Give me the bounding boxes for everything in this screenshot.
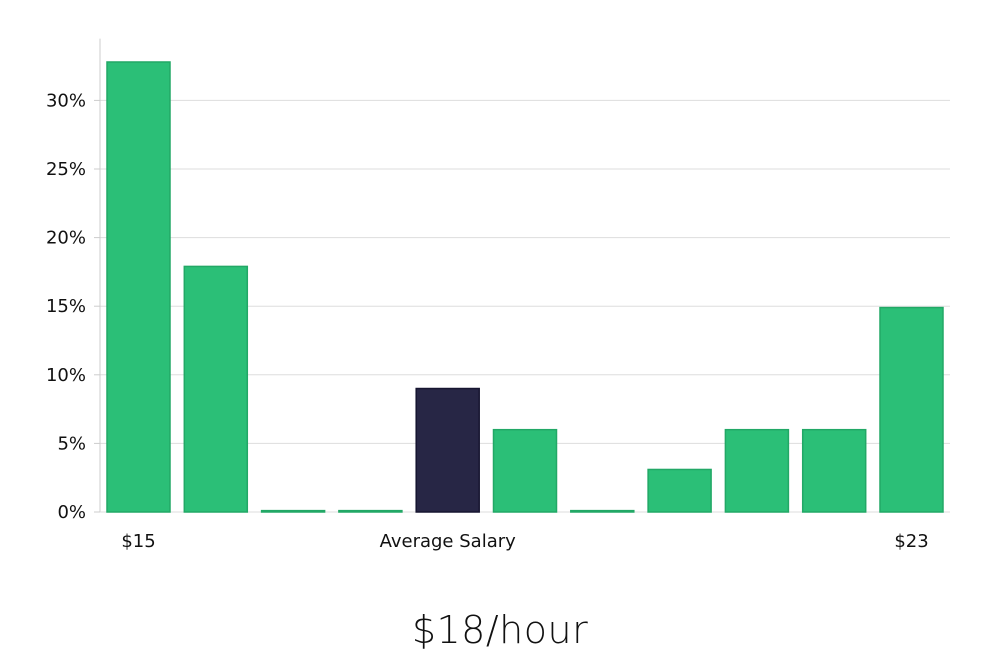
bar bbox=[801, 428, 867, 513]
bar bbox=[647, 468, 712, 513]
average-salary-caption: $18/hour bbox=[411, 608, 589, 652]
bar bbox=[570, 509, 635, 513]
y-tick-label: 5% bbox=[57, 433, 86, 454]
y-tick-label: 10% bbox=[46, 365, 86, 386]
bar bbox=[260, 509, 326, 513]
bar bbox=[106, 61, 171, 513]
y-tick-label: 30% bbox=[46, 90, 86, 111]
bar bbox=[879, 306, 944, 513]
x-tick-label: $23 bbox=[894, 531, 928, 552]
bar bbox=[724, 428, 790, 513]
y-tick-label: 20% bbox=[46, 228, 86, 249]
y-tick-label: 25% bbox=[46, 159, 86, 180]
bar bbox=[338, 509, 403, 513]
bar-highlighted bbox=[415, 387, 480, 513]
x-tick-label: $15 bbox=[121, 531, 155, 552]
bar bbox=[492, 428, 558, 513]
salary-distribution-chart: 0% 5% 10% 15% 20% 25% 30% $15 Average Salary $23 bbox=[46, 38, 950, 552]
bar bbox=[183, 265, 249, 513]
y-tick-label: 0% bbox=[57, 502, 86, 523]
x-tick-label: Average Salary bbox=[380, 531, 517, 552]
y-tick-label: 15% bbox=[46, 296, 86, 317]
